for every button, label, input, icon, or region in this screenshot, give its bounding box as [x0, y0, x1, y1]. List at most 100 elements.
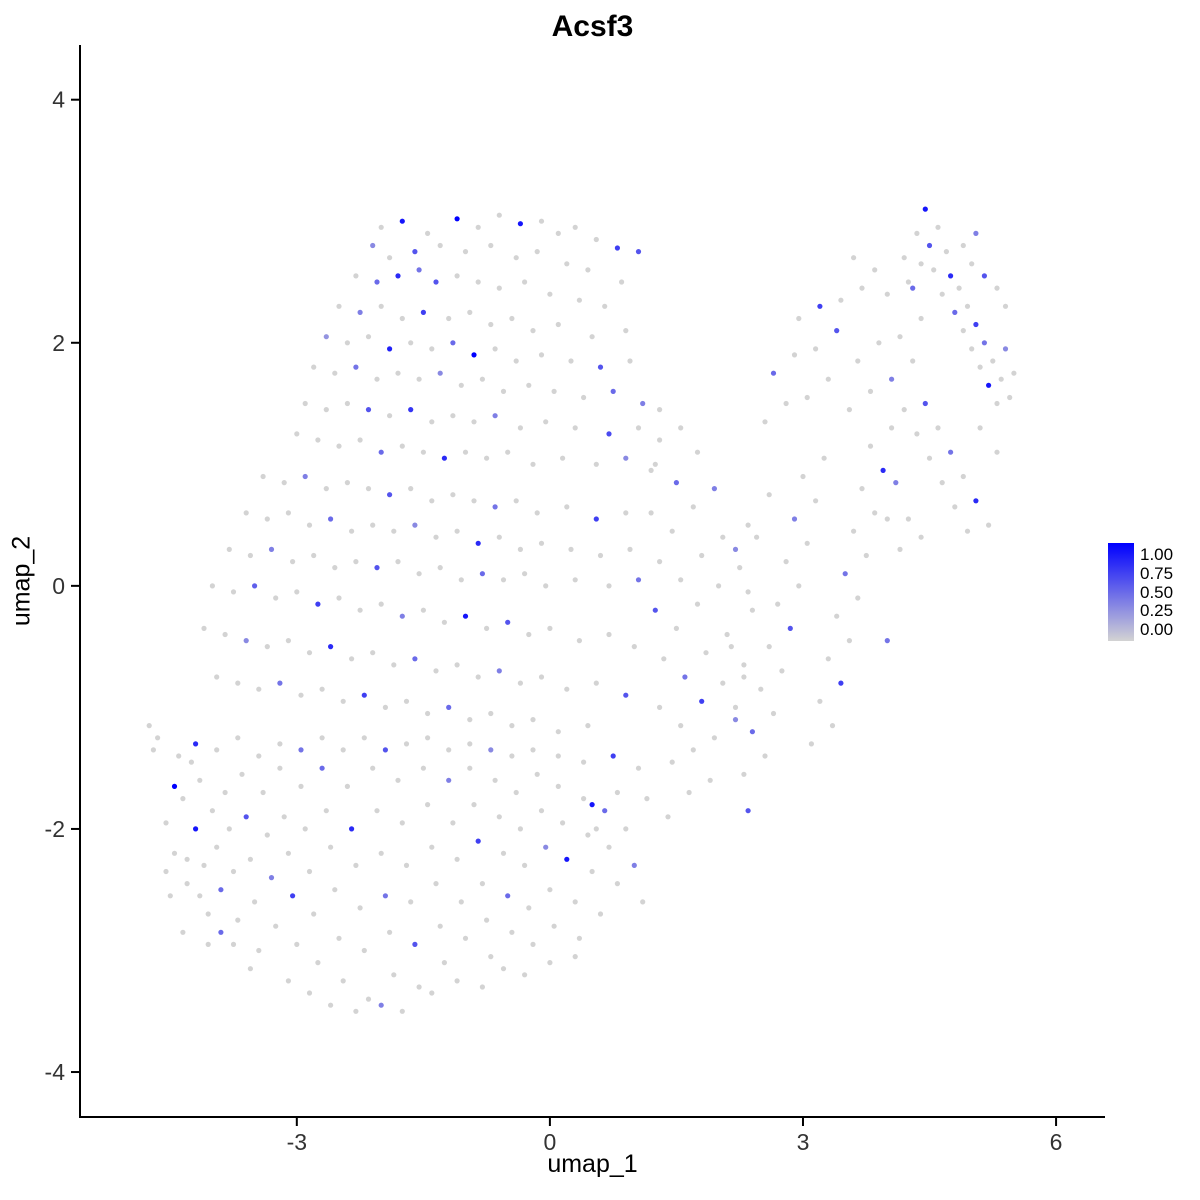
data-point — [973, 321, 979, 328]
data-point — [467, 309, 473, 315]
data-point — [998, 376, 1004, 382]
data-point — [454, 662, 460, 668]
data-point — [218, 929, 224, 935]
data-point — [193, 741, 199, 747]
data-point — [184, 881, 190, 887]
data-point — [408, 486, 414, 492]
data-point — [222, 789, 228, 796]
data-point — [420, 765, 426, 771]
data-point — [412, 522, 418, 528]
data-point — [568, 358, 574, 364]
data-point — [357, 309, 363, 315]
data-point — [631, 862, 637, 869]
data-point — [374, 376, 380, 382]
data-point — [462, 249, 469, 255]
data-point — [235, 917, 241, 923]
data-point — [775, 601, 781, 607]
data-point — [606, 583, 612, 589]
data-point — [306, 522, 313, 528]
data-point — [365, 334, 372, 340]
data-point — [344, 783, 350, 790]
data-point — [948, 273, 954, 279]
data-point — [762, 753, 768, 759]
data-point — [855, 595, 861, 601]
data-point — [846, 638, 853, 644]
data-point — [454, 978, 460, 984]
data-point — [209, 583, 215, 589]
data-point — [298, 692, 304, 698]
data-point — [555, 321, 561, 328]
data-point — [960, 473, 966, 480]
data-point — [420, 449, 426, 455]
data-point — [425, 710, 431, 717]
data-point — [517, 680, 524, 686]
data-point — [606, 844, 612, 850]
data-point — [340, 747, 346, 753]
data-point — [277, 741, 283, 747]
data-point — [918, 261, 924, 267]
data-point — [572, 954, 578, 960]
data-point — [728, 644, 734, 650]
data-point — [500, 388, 507, 394]
data-point — [935, 224, 941, 230]
data-point — [884, 516, 890, 522]
data-point — [458, 382, 464, 388]
data-point — [323, 407, 329, 413]
data-point — [437, 242, 443, 249]
data-point — [433, 279, 439, 285]
data-point — [218, 887, 224, 893]
data-point — [256, 753, 262, 759]
data-point — [581, 796, 587, 802]
data-point — [479, 881, 485, 887]
data-point — [357, 905, 363, 911]
data-point — [387, 413, 393, 419]
data-point — [834, 613, 840, 619]
data-point — [315, 437, 321, 443]
data-point — [522, 972, 528, 978]
data-point — [475, 279, 481, 285]
data-point — [699, 698, 705, 704]
data-point — [256, 686, 262, 692]
data-point — [555, 230, 561, 236]
data-point — [446, 315, 452, 322]
data-point — [294, 941, 300, 948]
data-point — [479, 571, 485, 577]
data-point — [387, 346, 393, 352]
data-point — [462, 613, 469, 619]
data-point — [564, 686, 570, 692]
data-point — [935, 425, 941, 431]
data-point — [180, 929, 186, 935]
data-point — [657, 407, 663, 413]
data-point — [475, 838, 481, 844]
data-point — [627, 546, 633, 553]
data-point — [336, 935, 342, 941]
data-point — [387, 929, 393, 935]
data-point — [905, 279, 912, 285]
data-point — [846, 407, 853, 413]
data-point — [931, 267, 937, 273]
data-point — [829, 723, 836, 729]
data-point — [155, 735, 161, 741]
data-point — [770, 710, 777, 717]
data-point — [344, 480, 350, 486]
data-point — [429, 346, 435, 352]
data-point — [378, 601, 384, 607]
data-point — [365, 486, 372, 492]
data-point — [201, 862, 207, 869]
data-point — [838, 297, 844, 303]
data-point — [652, 461, 658, 467]
data-point — [939, 291, 945, 297]
data-point — [926, 242, 933, 249]
data-point — [732, 717, 739, 723]
data-point — [648, 467, 654, 473]
data-point — [374, 565, 380, 571]
data-point — [180, 796, 186, 802]
data-point — [800, 473, 806, 480]
data-point — [488, 321, 494, 328]
data-point — [973, 498, 979, 504]
data-point — [488, 710, 494, 717]
data-point — [399, 315, 405, 322]
data-point — [859, 486, 865, 492]
data-point — [623, 455, 629, 461]
